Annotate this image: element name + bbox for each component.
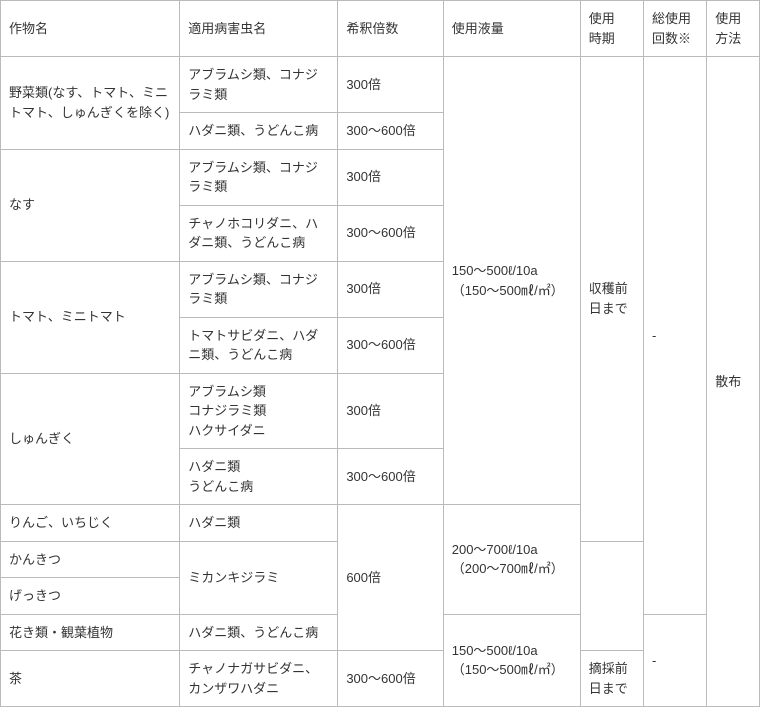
header-method: 使用方法: [707, 1, 760, 57]
cell-dilution: 300倍: [338, 57, 443, 113]
cell-volume: 200〜700ℓ/10a（200〜700㎖/㎡）: [443, 505, 580, 615]
cell-timing: [580, 541, 643, 651]
cell-pest: トマトサビダニ、ハダニ類、うどんこ病: [180, 317, 338, 373]
cell-pest: ミカンキジラミ: [180, 541, 338, 614]
cell-dilution: 300〜600倍: [338, 205, 443, 261]
cell-dilution: 300倍: [338, 373, 443, 449]
pesticide-usage-table: 作物名 適用病害虫名 希釈倍数 使用液量 使用時期 総使用回数※ 使用方法 野菜…: [0, 0, 760, 707]
cell-crop: 花き類・観葉植物: [1, 614, 180, 651]
table-header-row: 作物名 適用病害虫名 希釈倍数 使用液量 使用時期 総使用回数※ 使用方法: [1, 1, 760, 57]
cell-pest: アブラムシ類、コナジラミ類: [180, 261, 338, 317]
cell-crop: なす: [1, 149, 180, 261]
cell-crop: トマト、ミニトマト: [1, 261, 180, 373]
cell-pest: アブラムシ類、コナジラミ類: [180, 57, 338, 113]
cell-crop: 野菜類(なす、トマト、ミニトマト、しゅんぎくを除く): [1, 57, 180, 150]
cell-pest: アブラムシ類コナジラミ類ハクサイダニ: [180, 373, 338, 449]
cell-volume: 150〜500ℓ/10a（150〜500㎖/㎡）: [443, 57, 580, 505]
cell-pest: ハダニ類、うどんこ病: [180, 113, 338, 150]
cell-pest: ハダニ類、うどんこ病: [180, 614, 338, 651]
cell-dilution: 300〜600倍: [338, 317, 443, 373]
cell-timing: 収穫前日まで: [580, 57, 643, 542]
cell-crop: 茶: [1, 651, 180, 707]
header-count: 総使用回数※: [644, 1, 707, 57]
cell-count: -: [644, 614, 707, 707]
header-timing: 使用時期: [580, 1, 643, 57]
cell-dilution: 300倍: [338, 261, 443, 317]
cell-dilution: 300〜600倍: [338, 449, 443, 505]
cell-dilution: 300〜600倍: [338, 651, 443, 707]
cell-volume: 150〜500ℓ/10a（150〜500㎖/㎡）: [443, 614, 580, 707]
cell-pest: ハダニ類うどんこ病: [180, 449, 338, 505]
cell-dilution: 300倍: [338, 149, 443, 205]
cell-pest: アブラムシ類、コナジラミ類: [180, 149, 338, 205]
header-pest: 適用病害虫名: [180, 1, 338, 57]
cell-pest: ハダニ類: [180, 505, 338, 542]
cell-pest: チャノナガサビダニ、カンザワハダニ: [180, 651, 338, 707]
header-crop: 作物名: [1, 1, 180, 57]
header-volume: 使用液量: [443, 1, 580, 57]
header-dilution: 希釈倍数: [338, 1, 443, 57]
cell-count: -: [644, 57, 707, 615]
cell-crop: りんご、いちじく: [1, 505, 180, 542]
cell-pest: チャノホコリダニ、ハダニ類、うどんこ病: [180, 205, 338, 261]
cell-method: 散布: [707, 57, 760, 707]
cell-crop: かんきつ: [1, 541, 180, 578]
cell-timing: 摘採前日まで: [580, 651, 643, 707]
cell-dilution: 600倍: [338, 505, 443, 651]
cell-crop: しゅんぎく: [1, 373, 180, 505]
cell-dilution: 300〜600倍: [338, 113, 443, 150]
cell-crop: げっきつ: [1, 578, 180, 615]
table-row: 野菜類(なす、トマト、ミニトマト、しゅんぎくを除く) アブラムシ類、コナジラミ類…: [1, 57, 760, 113]
